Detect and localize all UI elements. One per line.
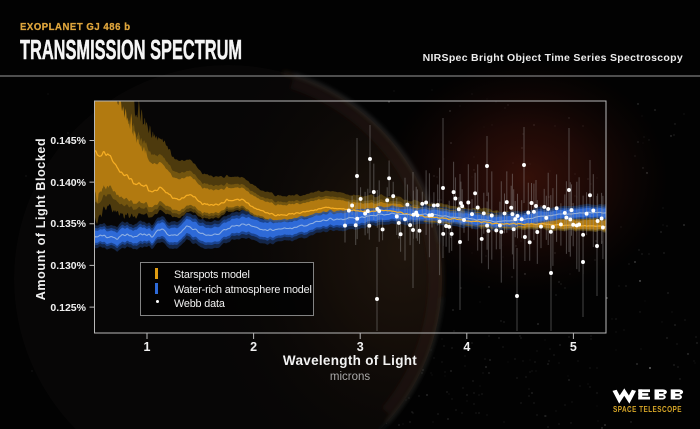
svg-text:SPACE TELESCOPE: SPACE TELESCOPE xyxy=(613,405,682,414)
